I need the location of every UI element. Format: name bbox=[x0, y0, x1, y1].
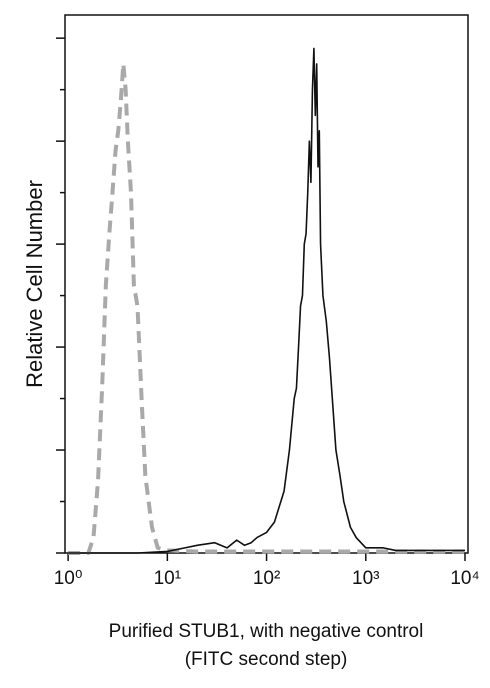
x-tick-label: 10⁴ bbox=[450, 568, 479, 589]
histogram-line bbox=[68, 61, 465, 555]
x-axis-title: (FITC second step) bbox=[185, 649, 348, 670]
x-tick-label: 10² bbox=[253, 568, 280, 589]
x-axis-title: Purified STUB1, with negative control bbox=[109, 621, 424, 642]
x-tick-label: 10⁰ bbox=[54, 568, 83, 589]
x-tick-label: 10¹ bbox=[154, 568, 181, 589]
x-tick-label: 10³ bbox=[352, 568, 379, 589]
y-axis-title: Relative Cell Number bbox=[22, 180, 47, 388]
histogram-line bbox=[68, 47, 465, 554]
